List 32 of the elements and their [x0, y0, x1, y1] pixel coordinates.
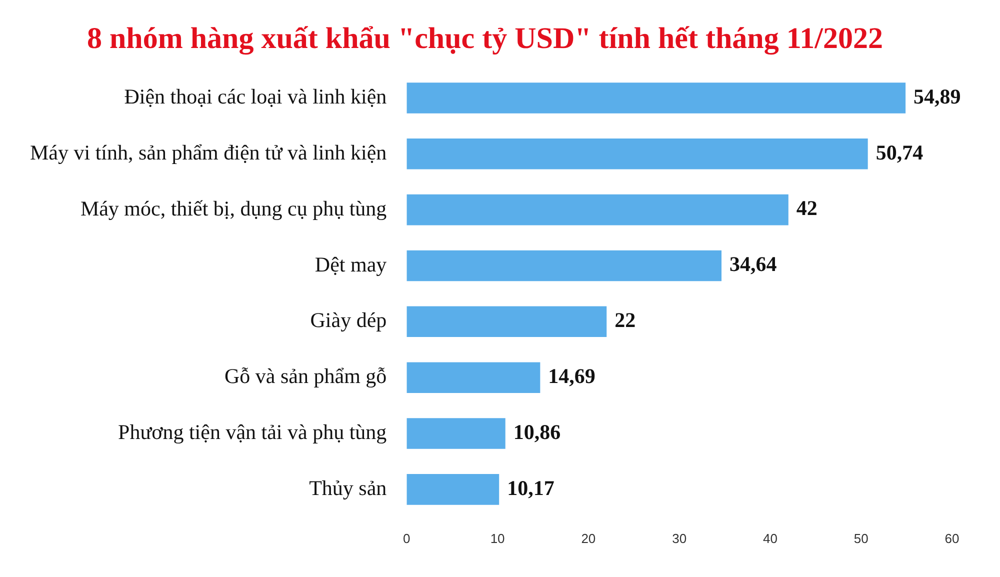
data-label: 42: [796, 196, 818, 220]
data-label: 54,89: [914, 84, 961, 108]
bar: [406, 362, 540, 393]
y-tick-label: Máy móc, thiết bị, dụng cụ phụ tùng: [80, 196, 388, 220]
bar: [406, 138, 868, 170]
x-tick-label: 10: [490, 530, 505, 546]
data-label: 22: [614, 308, 636, 332]
y-tick-label: Dệt may: [314, 252, 388, 276]
bar: [406, 250, 722, 282]
y-tick-label: Giày dép: [310, 308, 387, 332]
x-tick-label: 50: [854, 530, 868, 546]
x-tick-label: 40: [762, 530, 778, 546]
x-tick-label: 60: [944, 530, 960, 546]
chart-title: 8 nhóm hàng xuất khẩu "chục tỷ USD" tính hết tháng 11/2022: [87, 22, 883, 55]
bar: [406, 82, 906, 114]
data-label: 10,86: [513, 420, 561, 444]
bar: [406, 194, 788, 226]
data-label: 34,64: [730, 252, 778, 276]
y-tick-label: Phương tiện vận tải và phụ tùng: [118, 420, 388, 444]
bar: [406, 474, 500, 505]
x-tick-label: 20: [581, 530, 596, 546]
x-tick-label: 0: [403, 530, 410, 546]
bar: [406, 306, 607, 338]
bar: [406, 418, 506, 449]
y-tick-label: Máy vi tính, sản phẩm điện tử và linh kiện: [30, 140, 388, 164]
data-label: 14,69: [548, 364, 596, 388]
y-tick-label: Thủy sản: [309, 476, 388, 500]
y-tick-label: Gỗ và sản phẩm gỗ: [224, 364, 387, 388]
data-label: 10,17: [507, 476, 554, 500]
x-tick-label: 30: [672, 530, 687, 546]
y-tick-label: Điện thoại các loại và linh kiện: [124, 84, 388, 108]
data-label: 50,74: [876, 140, 924, 164]
